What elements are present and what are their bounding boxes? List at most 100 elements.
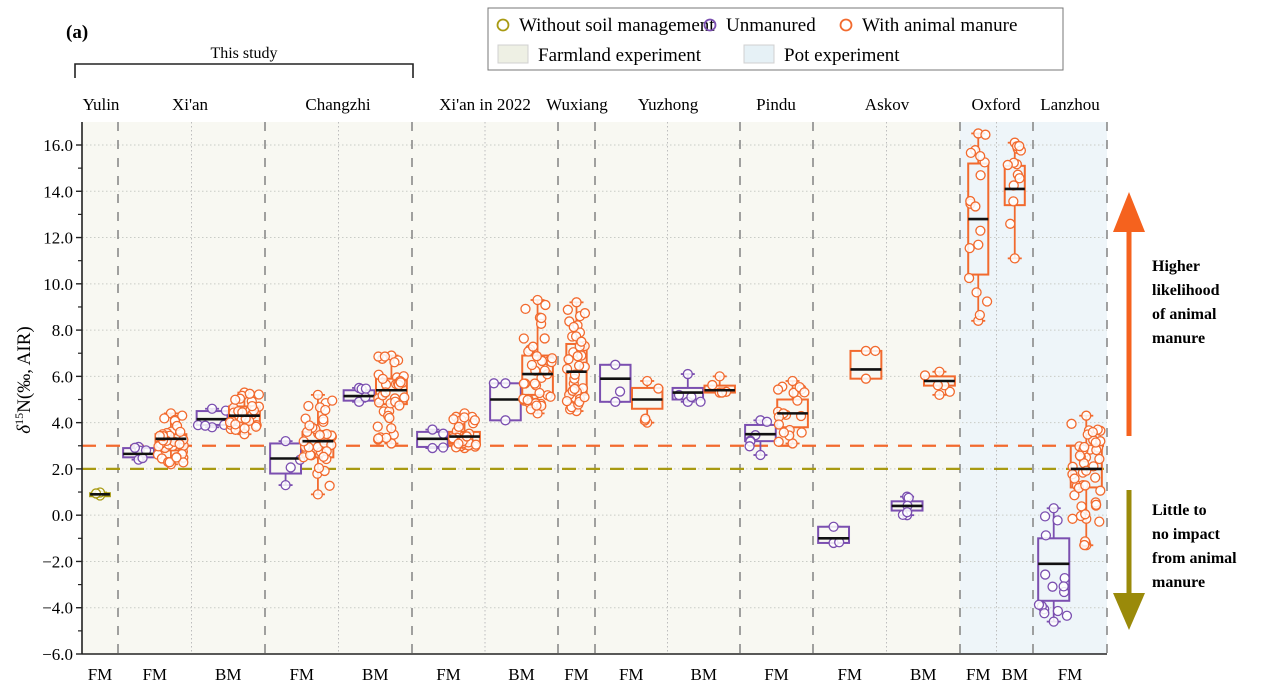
data-point — [1048, 616, 1059, 627]
data-point — [964, 242, 975, 254]
legend-label: Without soil management — [519, 15, 715, 36]
data-point — [239, 423, 250, 434]
y-tick-label: 2.0 — [52, 460, 73, 479]
data-point — [540, 299, 551, 311]
data-point — [1069, 490, 1080, 501]
data-point — [377, 373, 388, 384]
box-unmanured — [1033, 503, 1073, 627]
data-point — [1014, 173, 1025, 184]
data-point — [545, 391, 556, 402]
data-point — [379, 351, 391, 362]
data-point — [963, 272, 975, 284]
data-point — [1094, 453, 1105, 465]
iqr-box — [599, 363, 632, 403]
panel-label: (a) — [66, 22, 88, 43]
annotation-up: Higher likelihood of animal manure — [1113, 192, 1220, 436]
data-point — [975, 170, 986, 181]
data-point — [1039, 608, 1050, 619]
data-point — [539, 333, 550, 344]
site-label: Changzhi — [305, 95, 370, 114]
legend-marker-icon — [703, 18, 717, 32]
data-point — [707, 379, 718, 391]
group-label-bm: BM — [1002, 665, 1028, 684]
data-point — [744, 441, 755, 452]
site-label: Oxford — [971, 95, 1021, 114]
box-with-animal-manure — [703, 371, 736, 398]
site-label: Xi'an — [172, 95, 209, 114]
data-point — [614, 386, 626, 397]
data-point — [860, 345, 872, 357]
legend-label: With animal manure — [862, 15, 1017, 36]
data-point — [561, 396, 573, 407]
box-with-animal-manure — [152, 408, 189, 470]
data-point — [1059, 572, 1070, 584]
data-point — [1090, 472, 1101, 483]
box-with-animal-manure — [1066, 410, 1106, 551]
data-point — [860, 373, 872, 384]
group-label-fm: FM — [619, 665, 644, 684]
legend-marker-icon — [496, 18, 510, 32]
data-point — [1081, 465, 1092, 476]
box-with-animal-manure — [919, 366, 956, 401]
data-point — [1080, 480, 1091, 491]
region-farmland — [82, 122, 118, 654]
data-point — [642, 375, 653, 387]
data-point — [246, 400, 258, 412]
group-label-bm: BM — [910, 665, 936, 684]
annotation-text: likelihood — [1152, 282, 1220, 299]
data-point — [970, 201, 981, 212]
data-point — [280, 479, 291, 491]
data-point — [175, 426, 186, 438]
data-point — [314, 429, 325, 441]
legend-label: Pot experiment — [784, 45, 900, 66]
data-point — [531, 400, 542, 411]
data-point — [1052, 515, 1063, 526]
data-point — [610, 359, 621, 370]
group-label-fm: FM — [289, 665, 314, 684]
data-point — [448, 414, 459, 425]
axes: 16.0 14.0 12.0 10.0 8.0 6.0 4.0 2.0 0.0 −2.0 −4.0 −… — [42, 122, 1107, 664]
data-point — [304, 420, 315, 431]
data-point — [312, 389, 324, 401]
data-point — [531, 351, 543, 362]
group-label-fm: FM — [564, 665, 589, 684]
data-point — [682, 368, 693, 380]
data-point — [373, 433, 384, 444]
data-point — [312, 489, 324, 500]
box-with-animal-manure — [849, 345, 883, 384]
site-label: Askov — [865, 95, 910, 114]
data-point — [1005, 218, 1016, 229]
y-tick-label: 6.0 — [52, 367, 73, 386]
data-point — [1009, 253, 1020, 264]
site-label: Yuzhong — [638, 95, 699, 114]
data-point — [536, 312, 547, 324]
data-point — [171, 452, 182, 463]
data-point — [1067, 513, 1078, 524]
data-point — [1090, 499, 1102, 510]
data-point — [568, 321, 579, 333]
data-point — [1008, 196, 1019, 207]
data-point — [244, 388, 255, 399]
data-point — [562, 304, 573, 315]
data-point — [518, 378, 529, 389]
box-without-soil-management — [89, 487, 111, 501]
legend-label: Farmland experiment — [538, 45, 702, 66]
box-unmanured — [744, 415, 777, 461]
data-point — [944, 386, 955, 397]
data-point — [394, 400, 405, 411]
data-point — [320, 404, 331, 416]
site-separators — [117, 122, 1108, 654]
data-point — [1040, 569, 1051, 580]
data-point — [178, 457, 189, 468]
box-with-animal-manure — [1002, 137, 1027, 264]
group-labels: FM FM BM FM BM FM BM FM FM BM FM FM BM FM BM FM — [88, 665, 1083, 684]
data-point — [1040, 530, 1052, 541]
y-tick-label: 0.0 — [52, 506, 73, 525]
data-point — [576, 336, 587, 347]
data-point — [285, 462, 296, 473]
data-point — [870, 345, 881, 357]
data-point — [1079, 539, 1090, 551]
data-point — [384, 412, 395, 424]
data-point — [572, 351, 583, 362]
site-label: Pindu — [756, 95, 796, 114]
